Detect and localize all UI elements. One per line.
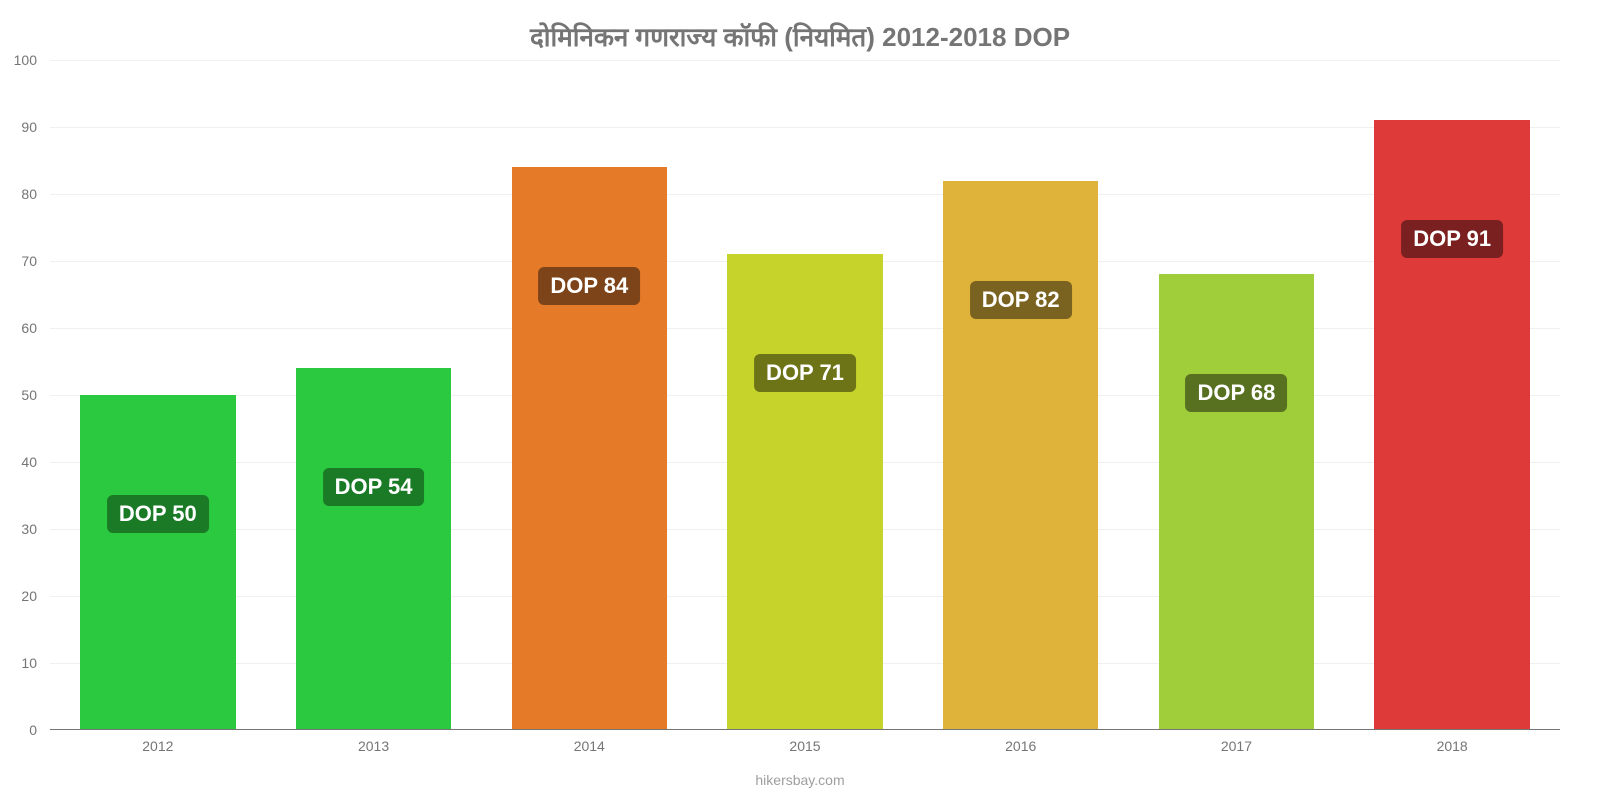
chart-container: दोमिनिकन गणराज्य कॉफी (नियमित) 2012-2018… [0, 0, 1600, 800]
chart-title: दोमिनिकन गणराज्य कॉफी (नियमित) 2012-2018… [0, 0, 1600, 54]
footer-source: hikersbay.com [0, 772, 1600, 788]
bar: DOP 82 [943, 181, 1098, 730]
y-tick-label: 50 [21, 387, 37, 403]
bar: DOP 84 [512, 167, 667, 730]
bar: DOP 50 [80, 395, 235, 730]
bar-value-label: DOP 91 [1401, 220, 1503, 258]
x-tick-label: 2013 [358, 738, 389, 754]
y-tick-label: 60 [21, 320, 37, 336]
y-tick-label: 20 [21, 588, 37, 604]
bar-value-label: DOP 54 [323, 468, 425, 506]
y-tick-label: 40 [21, 454, 37, 470]
y-axis: 0102030405060708090100 [0, 60, 45, 730]
bar-value-label: DOP 50 [107, 495, 209, 533]
bar: DOP 68 [1159, 274, 1314, 730]
y-tick-label: 30 [21, 521, 37, 537]
x-tick-label: 2017 [1221, 738, 1252, 754]
plot-area: DOP 50 DOP 54 DOP 84 DOP 71 DOP 82 DOP 68 DOP … [50, 60, 1560, 730]
baseline [50, 729, 1560, 730]
y-tick-label: 100 [14, 52, 37, 68]
bar: DOP 91 [1374, 120, 1529, 730]
bar: DOP 54 [296, 368, 451, 730]
y-tick-label: 10 [21, 655, 37, 671]
x-tick-label: 2018 [1437, 738, 1468, 754]
bar: DOP 71 [727, 254, 882, 730]
x-tick-label: 2012 [142, 738, 173, 754]
bar-value-label: DOP 84 [538, 267, 640, 305]
y-tick-label: 70 [21, 253, 37, 269]
bar-value-label: DOP 82 [970, 281, 1072, 319]
x-tick-label: 2015 [789, 738, 820, 754]
x-axis: 2012 2013 2014 2015 2016 2017 2018 [50, 738, 1560, 760]
y-tick-label: 90 [21, 119, 37, 135]
x-tick-label: 2014 [574, 738, 605, 754]
y-tick-label: 80 [21, 186, 37, 202]
y-tick-label: 0 [29, 722, 37, 738]
x-tick-label: 2016 [1005, 738, 1036, 754]
bar-value-label: DOP 71 [754, 354, 856, 392]
bars-group: DOP 50 DOP 54 DOP 84 DOP 71 DOP 82 DOP 68 DOP … [50, 60, 1560, 730]
bar-value-label: DOP 68 [1185, 374, 1287, 412]
